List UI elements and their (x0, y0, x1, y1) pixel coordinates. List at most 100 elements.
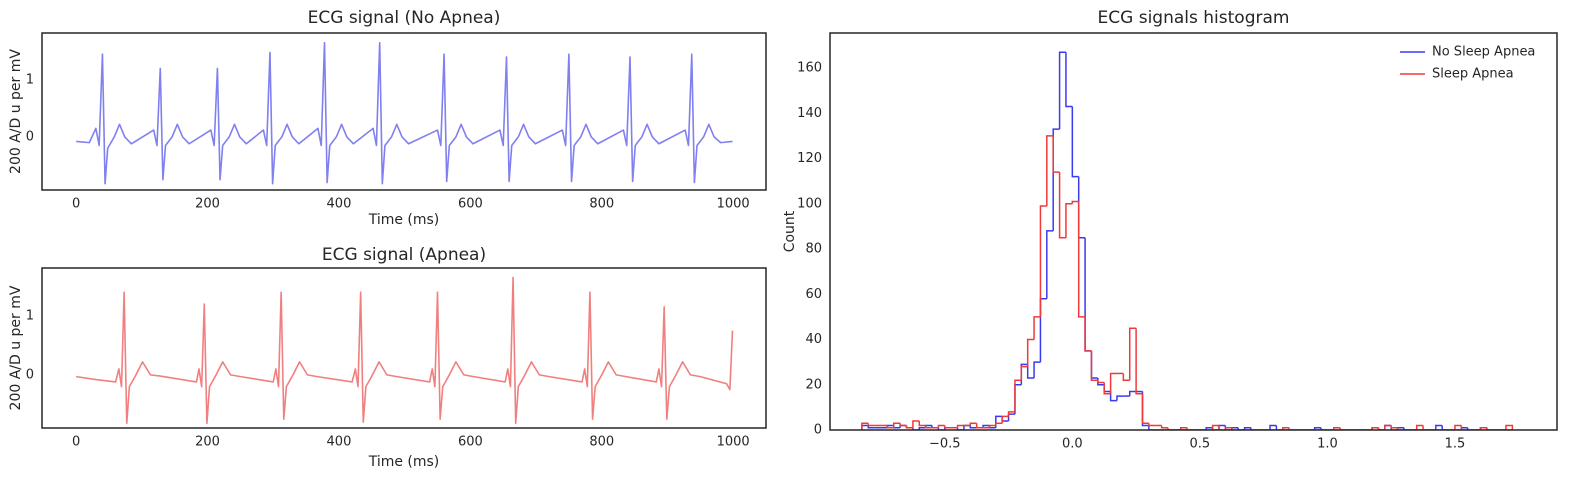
histogram-step (1237, 427, 1245, 430)
histogram-step (1486, 427, 1494, 430)
histogram-step (912, 427, 920, 430)
x-axis-label: Time (ms) (368, 212, 440, 228)
histogram-step (1007, 411, 1015, 417)
x-tick-label: 200 (195, 197, 220, 212)
y-tick-label: 20 (805, 377, 822, 392)
y-tick-label: 80 (805, 242, 822, 257)
y-tick-label: 0 (814, 423, 822, 438)
histogram-step (1275, 425, 1283, 430)
x-tick-label: 800 (589, 197, 614, 212)
histogram-step (1071, 200, 1079, 204)
y-axis-label: 200 A/D u per mV (8, 285, 24, 410)
histogram-step (1097, 377, 1105, 386)
histogram-step (1058, 172, 1066, 239)
histogram-step (1026, 364, 1035, 379)
y-axis-label: Count (782, 210, 798, 252)
histogram-step (1371, 426, 1379, 430)
plot-frame (41, 32, 767, 191)
histogram-step (995, 422, 1003, 426)
histogram-step (1084, 237, 1092, 352)
y-tick-label: 1 (26, 308, 34, 323)
x-tick-label: 0 (72, 435, 80, 450)
histogram-step (1396, 427, 1404, 430)
histogram-step (1033, 316, 1041, 340)
x-tick-label: 800 (589, 435, 614, 450)
histogram-step (975, 423, 984, 429)
histogram-step (1116, 395, 1124, 401)
histogram-step (937, 427, 945, 430)
histogram-step (1141, 393, 1149, 424)
histogram-step (1377, 427, 1385, 430)
histogram-step (1014, 384, 1022, 415)
histogram-step (1148, 423, 1156, 427)
x-tick-label: 600 (458, 197, 483, 212)
histogram-step (995, 415, 1003, 428)
histogram-step (1466, 427, 1475, 430)
histogram-step (1339, 427, 1347, 430)
histogram-step (1103, 382, 1111, 395)
histogram-step (1109, 372, 1117, 394)
x-tick-label: 0.0 (1062, 437, 1083, 452)
histogram-step (1460, 425, 1468, 430)
histogram-step (1020, 363, 1028, 385)
histogram-step (1282, 426, 1290, 430)
chart-title: ECG signals histogram (1098, 8, 1290, 28)
chart-title: ECG signal (Apnea) (322, 245, 486, 265)
histogram-step (937, 424, 945, 428)
histogram-step (1333, 426, 1341, 430)
histogram-step (1026, 338, 1035, 367)
histogram-step (1269, 424, 1277, 430)
histogram-step (1320, 427, 1328, 430)
histogram-step (1243, 426, 1251, 430)
histogram-step (1065, 52, 1073, 108)
histogram-step (1090, 350, 1098, 381)
y-tick-label: 160 (797, 61, 822, 76)
histogram-step (918, 426, 926, 430)
x-tick-label: 0.5 (1190, 437, 1211, 452)
histogram-step (1084, 316, 1092, 352)
histogram-step (918, 420, 926, 427)
histogram-step (1014, 379, 1022, 412)
x-axis-label: Time (ms) (368, 454, 440, 470)
histogram-step (1505, 424, 1514, 430)
x-tick-label: 200 (195, 435, 220, 450)
plot-frame (829, 32, 1558, 431)
histogram-step (1422, 425, 1430, 430)
histogram-step (1046, 135, 1054, 207)
histogram-step (1090, 350, 1098, 379)
histogram-step (1052, 135, 1060, 173)
histogram-step (1039, 298, 1047, 363)
histogram-step (1313, 426, 1322, 430)
histogram-step (1479, 426, 1487, 430)
histogram-step (969, 425, 977, 429)
histogram-step (867, 423, 875, 427)
histogram-step (1288, 427, 1296, 430)
y-tick-label: 0 (26, 367, 34, 382)
histogram-step (982, 424, 990, 428)
histogram-step (1384, 424, 1392, 430)
histogram-step (1001, 415, 1009, 424)
histogram-step (1065, 203, 1073, 238)
y-tick-label: 0 (26, 129, 34, 144)
plot-frame (41, 267, 767, 429)
ecg-line (76, 41, 733, 185)
histogram-step (944, 425, 952, 429)
histogram-step (1250, 427, 1258, 430)
histogram-step (1103, 384, 1111, 393)
histogram-step (1077, 201, 1086, 318)
histogram-step (1007, 413, 1015, 421)
y-tick-label: 40 (805, 332, 822, 347)
histogram-step (1167, 427, 1175, 430)
histogram-step (1205, 426, 1213, 430)
x-tick-label: 0 (72, 197, 80, 212)
y-tick-label: 60 (805, 287, 822, 302)
x-tick-label: −0.5 (929, 437, 961, 452)
histogram-step (1128, 390, 1137, 397)
x-tick-label: 1000 (717, 197, 750, 212)
histogram-step (1141, 391, 1149, 427)
histogram-step (1218, 425, 1226, 430)
histogram-step (1039, 205, 1047, 317)
histogram-step (1186, 427, 1194, 430)
histogram-step (1454, 424, 1462, 430)
legend-label: Sleep Apnea (1432, 67, 1514, 82)
